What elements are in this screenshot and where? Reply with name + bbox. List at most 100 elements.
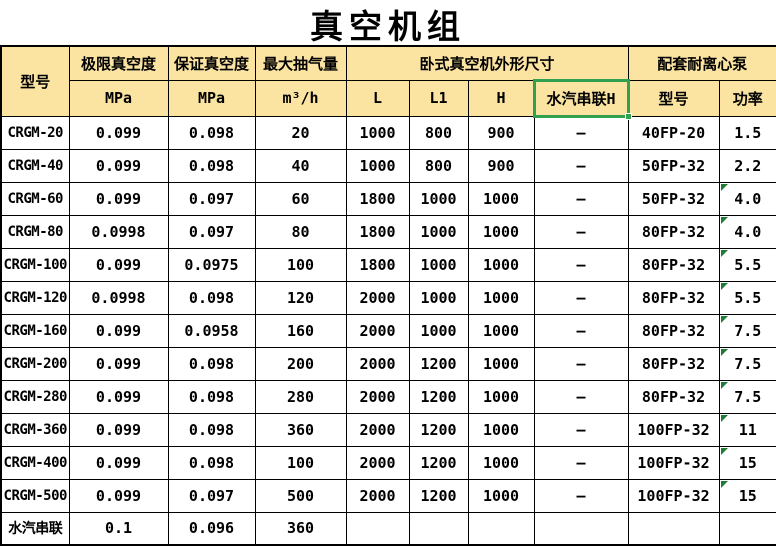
table-cell[interactable]: 2.2: [718, 148, 776, 183]
table-cell[interactable]: 100FP-32: [627, 478, 720, 513]
table-cell[interactable]: 900: [467, 148, 535, 183]
table-cell[interactable]: 1200: [408, 478, 469, 513]
table-cell[interactable]: 50FP-32: [627, 181, 720, 216]
table-cell[interactable]: 7.5: [718, 313, 776, 348]
table-cell[interactable]: 0.1: [68, 511, 169, 546]
table-cell[interactable]: 0.099: [68, 115, 169, 150]
header-dimensions-group[interactable]: 卧式真空机外形尺寸: [345, 45, 629, 81]
header-model[interactable]: 型号: [0, 45, 70, 117]
table-cell[interactable]: 80FP-32: [627, 214, 720, 249]
table-cell[interactable]: [627, 511, 720, 546]
table-cell[interactable]: 100FP-32: [627, 412, 720, 447]
table-cell[interactable]: 1000: [467, 247, 535, 282]
table-cell[interactable]: 1000: [467, 181, 535, 216]
table-cell[interactable]: 0.098: [167, 445, 256, 480]
table-cell[interactable]: 900: [467, 115, 535, 150]
table-cell[interactable]: 60: [254, 181, 347, 216]
table-cell[interactable]: 0.099: [68, 148, 169, 183]
model-cell[interactable]: 水汽串联: [0, 511, 70, 546]
header-guaranteed-vacuum[interactable]: 保证真空度: [167, 45, 256, 81]
table-cell[interactable]: 1000: [467, 280, 535, 315]
model-cell[interactable]: CRGM-400: [0, 445, 70, 480]
header-pump-power[interactable]: 功率: [718, 79, 776, 117]
table-cell[interactable]: –: [533, 313, 629, 348]
table-cell[interactable]: 100FP-32: [627, 445, 720, 480]
header-unit-flow[interactable]: m³/h: [254, 79, 347, 117]
table-cell[interactable]: 1200: [408, 445, 469, 480]
table-cell[interactable]: 0.097: [167, 478, 256, 513]
table-cell[interactable]: 15: [718, 445, 776, 480]
table-cell[interactable]: 80FP-32: [627, 346, 720, 381]
table-cell[interactable]: [408, 511, 469, 546]
table-cell[interactable]: 100: [254, 247, 347, 282]
header-max-pumping[interactable]: 最大抽气量: [254, 45, 347, 81]
table-cell[interactable]: 40FP-20: [627, 115, 720, 150]
table-cell[interactable]: 0.099: [68, 478, 169, 513]
model-cell[interactable]: CRGM-360: [0, 412, 70, 447]
table-cell[interactable]: 80: [254, 214, 347, 249]
table-cell[interactable]: 1000: [467, 445, 535, 480]
table-cell[interactable]: 0.098: [167, 148, 256, 183]
table-cell[interactable]: 0.099: [68, 379, 169, 414]
table-cell[interactable]: 4.0: [718, 181, 776, 216]
table-cell[interactable]: 0.098: [167, 115, 256, 150]
table-cell[interactable]: 0.0958: [167, 313, 256, 348]
model-cell[interactable]: CRGM-120: [0, 280, 70, 315]
table-cell[interactable]: 1000: [467, 412, 535, 447]
header-dim-h[interactable]: H: [467, 79, 535, 117]
model-cell[interactable]: CRGM-500: [0, 478, 70, 513]
table-cell[interactable]: 80FP-32: [627, 247, 720, 282]
table-cell[interactable]: 1000: [408, 214, 469, 249]
header-unit-mpa-2[interactable]: MPa: [167, 79, 256, 117]
table-cell[interactable]: –: [533, 445, 629, 480]
table-cell[interactable]: 1000: [408, 181, 469, 216]
table-cell[interactable]: 1000: [467, 478, 535, 513]
model-cell[interactable]: CRGM-160: [0, 313, 70, 348]
table-cell[interactable]: 2000: [345, 412, 410, 447]
table-cell[interactable]: –: [533, 280, 629, 315]
table-cell[interactable]: 2000: [345, 346, 410, 381]
table-cell[interactable]: 0.097: [167, 181, 256, 216]
table-cell[interactable]: 2000: [345, 445, 410, 480]
model-cell[interactable]: CRGM-100: [0, 247, 70, 282]
table-cell[interactable]: 0.099: [68, 247, 169, 282]
model-cell[interactable]: CRGM-80: [0, 214, 70, 249]
table-cell[interactable]: 1000: [467, 346, 535, 381]
table-cell[interactable]: 80FP-32: [627, 313, 720, 348]
table-cell[interactable]: 5.5: [718, 280, 776, 315]
table-cell[interactable]: 7.5: [718, 379, 776, 414]
table-cell[interactable]: 5.5: [718, 247, 776, 282]
table-cell[interactable]: 80FP-32: [627, 379, 720, 414]
table-cell[interactable]: 2000: [345, 379, 410, 414]
table-cell[interactable]: [467, 511, 535, 546]
table-cell[interactable]: 0.099: [68, 313, 169, 348]
table-cell[interactable]: –: [533, 478, 629, 513]
table-cell[interactable]: –: [533, 214, 629, 249]
table-cell[interactable]: 1000: [467, 214, 535, 249]
table-cell[interactable]: –: [533, 115, 629, 150]
table-cell[interactable]: 0.099: [68, 181, 169, 216]
table-cell[interactable]: [345, 511, 410, 546]
table-cell[interactable]: 280: [254, 379, 347, 414]
table-cell[interactable]: 1000: [408, 247, 469, 282]
table-cell[interactable]: 200: [254, 346, 347, 381]
selection-fill-handle[interactable]: [624, 112, 632, 120]
header-dim-steam-series-h[interactable]: 水汽串联H: [532, 79, 632, 120]
table-cell[interactable]: 40: [254, 148, 347, 183]
table-cell[interactable]: 360: [254, 412, 347, 447]
table-cell[interactable]: 11: [718, 412, 776, 447]
table-cell[interactable]: 1000: [467, 313, 535, 348]
table-cell[interactable]: 50FP-32: [627, 148, 720, 183]
model-cell[interactable]: CRGM-40: [0, 148, 70, 183]
table-cell[interactable]: 15: [718, 478, 776, 513]
header-dim-l[interactable]: L: [345, 79, 410, 117]
table-cell[interactable]: 500: [254, 478, 347, 513]
table-cell[interactable]: 1200: [408, 346, 469, 381]
table-cell[interactable]: 1000: [467, 379, 535, 414]
table-cell[interactable]: 100: [254, 445, 347, 480]
table-cell[interactable]: 0.099: [68, 346, 169, 381]
table-cell[interactable]: 1200: [408, 379, 469, 414]
table-cell[interactable]: 1800: [345, 247, 410, 282]
model-cell[interactable]: CRGM-200: [0, 346, 70, 381]
header-pump-model[interactable]: 型号: [627, 79, 720, 117]
